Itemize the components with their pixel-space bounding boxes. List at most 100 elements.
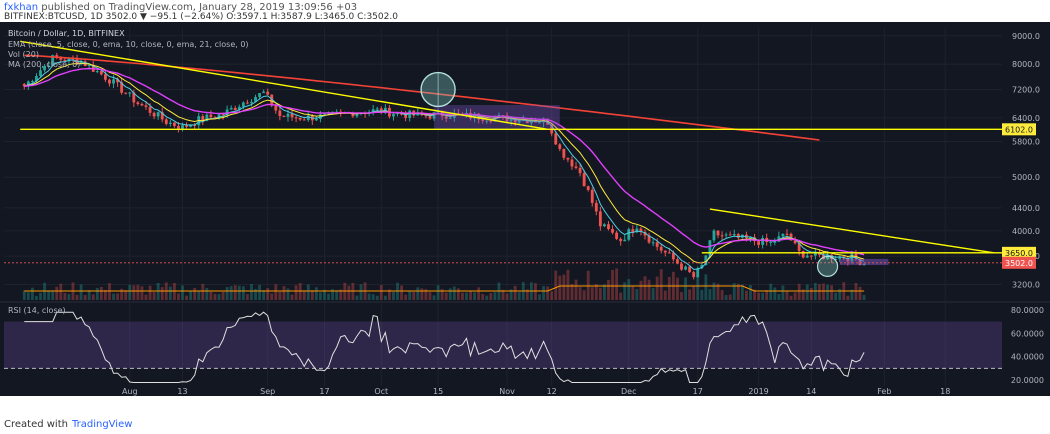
candle (692, 272, 696, 278)
candle (838, 256, 842, 259)
volume-bar (355, 295, 359, 300)
candle (168, 122, 172, 124)
volume-bar (124, 290, 128, 300)
candle (728, 234, 732, 236)
volume-bar (67, 293, 71, 300)
volume-bar (740, 284, 744, 300)
volume-bar (570, 283, 574, 300)
candle (67, 57, 71, 62)
time-tick-label: Feb (877, 387, 891, 396)
candle (509, 118, 513, 122)
candle (598, 211, 602, 227)
volume-bar (753, 289, 756, 300)
candle (688, 266, 692, 273)
candle (513, 118, 517, 123)
volume-bar (773, 287, 777, 300)
tradingview-logo[interactable]: TradingView (71, 419, 133, 430)
volume-bar (550, 291, 554, 300)
volume-bar (651, 288, 655, 300)
volume-bar (319, 292, 322, 300)
volume-bar (197, 291, 201, 300)
trendline (709, 208, 994, 254)
candle (631, 229, 635, 233)
candle (489, 120, 493, 122)
candle (152, 112, 156, 117)
candle (834, 258, 838, 260)
volume-bar (63, 292, 67, 300)
volume-bar (525, 289, 529, 300)
candle (749, 237, 752, 239)
volume-bar (554, 270, 558, 300)
volume-bar (542, 286, 545, 300)
candle (663, 250, 667, 253)
candle (302, 119, 306, 121)
candle (148, 106, 152, 113)
candle (221, 114, 225, 116)
author-name[interactable]: fxkhan (4, 2, 39, 13)
volume-bar (562, 274, 566, 300)
created-with-label: Created with (4, 419, 68, 430)
volume-bar (566, 269, 570, 300)
price-label-box (1002, 246, 1036, 259)
volume-bar (310, 290, 314, 300)
volume-bar (716, 283, 720, 300)
volume-bar (250, 284, 253, 300)
volume-bar (55, 286, 59, 300)
candle (108, 79, 111, 84)
volume-bar (327, 293, 330, 300)
highlight-circle-small (816, 255, 839, 277)
rsi-line (24, 311, 865, 383)
time-tick-label: 12 (547, 387, 557, 396)
volume-bar (850, 289, 854, 300)
candle (797, 243, 801, 251)
volume-bar (586, 270, 590, 300)
candle (704, 255, 708, 265)
candle (720, 235, 724, 237)
price-label: 3650.0 (1005, 249, 1033, 258)
candle (120, 82, 124, 93)
price-label-box (1002, 256, 1036, 269)
volume-bar (724, 295, 728, 300)
volume-bar (594, 283, 598, 300)
candle (481, 119, 485, 121)
volume-bar (278, 291, 282, 300)
volume-bar (294, 285, 298, 300)
created-with: Created with TradingView (4, 419, 132, 430)
candle (408, 110, 412, 118)
volume-bar (639, 280, 643, 300)
volume-bar (379, 284, 383, 300)
candle (181, 125, 184, 129)
legend-ema: EMA (close, 5, close, 0, ema, 10, close,… (8, 40, 249, 49)
price-axis-panel (1002, 22, 1050, 396)
volume-bar (75, 294, 79, 300)
volume-bar (578, 287, 582, 300)
volume-bar (704, 274, 708, 300)
price-chart[interactable]: 9000.0 8000.0 7200.0 6400.0 5800.0 5000.0 4400… (0, 22, 1050, 416)
volume-bar (132, 285, 136, 300)
time-tick-label: Nov (499, 387, 515, 396)
volume-bar (493, 292, 497, 300)
candle (777, 236, 781, 242)
volume-bar (489, 293, 493, 300)
candle (570, 159, 574, 167)
volume-bar (509, 289, 513, 300)
volume-bar (623, 282, 627, 300)
candle (769, 241, 773, 243)
candle (566, 157, 570, 160)
candle (258, 93, 262, 98)
candle (229, 107, 233, 110)
volume-bar (465, 292, 468, 300)
candle (586, 186, 590, 190)
volume-bar (485, 295, 489, 300)
volume-bar (30, 287, 34, 300)
volume-bar (538, 294, 541, 300)
price-tick-label: 4400.0 (1012, 204, 1040, 213)
candle (615, 232, 619, 239)
candle (732, 234, 736, 236)
volume-bar (574, 279, 578, 300)
volume-bar (233, 285, 237, 300)
volume-bar (217, 294, 221, 300)
candle (136, 102, 140, 104)
candle (623, 239, 627, 242)
volume-bar (461, 292, 464, 300)
